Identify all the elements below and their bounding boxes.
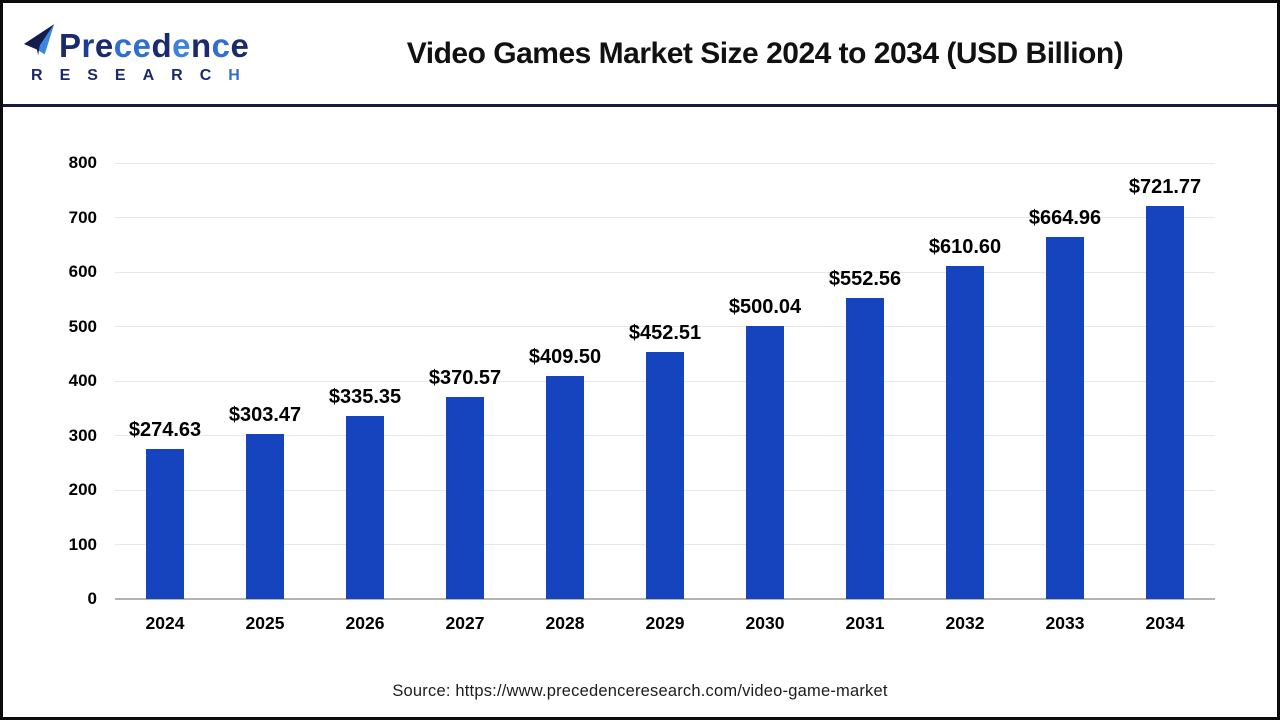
y-axis-tick-label: 500 [68, 316, 97, 336]
bar-2032 [946, 266, 984, 599]
x-axis-label-2031: 2031 [845, 613, 885, 633]
logo-subtext-letter: R [31, 67, 60, 84]
x-axis-label-2033: 2033 [1045, 613, 1085, 633]
logo-letter: r [81, 27, 95, 64]
logo-letter: c [211, 27, 231, 64]
logo-letter: e [172, 27, 191, 64]
value-label-2031: $552.56 [828, 267, 902, 290]
chart-title: Video Games Market Size 2024 to 2034 (US… [406, 36, 1124, 70]
logo-subtext-letter: S [87, 67, 115, 84]
value-label-2028: $409.50 [528, 345, 602, 368]
paper-plane-icon [23, 22, 57, 64]
logo-wordmark: Precedence [59, 26, 249, 66]
logo-wordmark-row: Precedence [23, 24, 313, 66]
value-label-2025: $303.47 [228, 403, 302, 426]
source-text: Source: https://www.precedenceresearch.c… [392, 682, 888, 700]
x-axis-label-2032: 2032 [945, 613, 985, 633]
logo-letter: e [132, 27, 152, 64]
x-axis-label-2029: 2029 [645, 613, 685, 633]
logo-letter: c [113, 27, 133, 64]
gridline [115, 217, 1215, 218]
bar-2029 [646, 352, 684, 599]
logo-subtext-letter: R [171, 67, 200, 84]
bar-chart-plot-area: 0 100 200 300 400 500 600 700 800 $274.63 2024 $303… [69, 153, 1215, 633]
value-label-2027: $370.57 [428, 367, 502, 390]
gridline [115, 271, 1215, 273]
y-axis-tick-label: 400 [68, 371, 97, 390]
logo-subtext-letter: H [228, 67, 257, 84]
bar-2027 [446, 397, 484, 599]
x-axis-label-2027: 2027 [445, 613, 485, 633]
bar-2028 [546, 375, 584, 599]
value-label-2032: $610.60 [928, 236, 1002, 259]
gridline [115, 326, 1215, 327]
logo-subtext: RESEARCH [23, 67, 313, 85]
y-axis-tick-label: 200 [68, 480, 97, 499]
logo-subtext-letter: E [59, 67, 88, 84]
x-axis-label-2024: 2024 [145, 613, 185, 633]
logo-subtext-letter: E [114, 67, 143, 84]
gridline [115, 162, 1215, 164]
x-axis-label-2030: 2030 [745, 613, 785, 633]
value-label-2033: $664.96 [1028, 206, 1102, 229]
logo-letter: P [59, 27, 82, 64]
bar-2033 [1046, 236, 1084, 599]
bar-2030 [746, 326, 784, 599]
logo-subtext-letter: C [199, 67, 229, 84]
value-label-2029: $452.51 [628, 322, 702, 345]
x-axis-label-2028: 2028 [545, 613, 585, 633]
x-axis-label-2034: 2034 [1145, 613, 1185, 633]
y-axis-tick-label: 300 [68, 425, 97, 445]
y-axis-tick-label: 800 [68, 153, 97, 172]
value-label-2026: $335.35 [328, 386, 402, 409]
y-axis-tick-label: 0 [87, 589, 97, 608]
header: Precedence RESEARCH Video Games Market S… [3, 3, 1277, 107]
x-axis-label-2025: 2025 [245, 613, 285, 633]
bar-2024 [146, 449, 184, 599]
x-axis-line [115, 598, 1215, 600]
logo-letter: n [190, 27, 212, 64]
x-axis-label-2026: 2026 [345, 613, 385, 633]
y-axis-tick-label: 600 [68, 262, 97, 281]
value-label-2034: $721.77 [1128, 175, 1202, 198]
bar-2025 [246, 433, 284, 599]
bar-2031 [846, 297, 884, 599]
value-label-2030: $500.04 [728, 296, 802, 319]
value-label-2024: $274.63 [128, 419, 202, 442]
brand-logo: Precedence RESEARCH [3, 22, 313, 85]
bar-2034 [1146, 205, 1184, 599]
bar-2026 [346, 416, 384, 599]
y-axis-tick-label: 700 [68, 207, 97, 227]
logo-subtext-letter: A [142, 67, 172, 84]
logo-letter: d [151, 27, 173, 64]
logo-letter: e [94, 27, 114, 64]
logo-letter: e [230, 27, 250, 64]
y-axis-tick-label: 100 [68, 534, 97, 554]
